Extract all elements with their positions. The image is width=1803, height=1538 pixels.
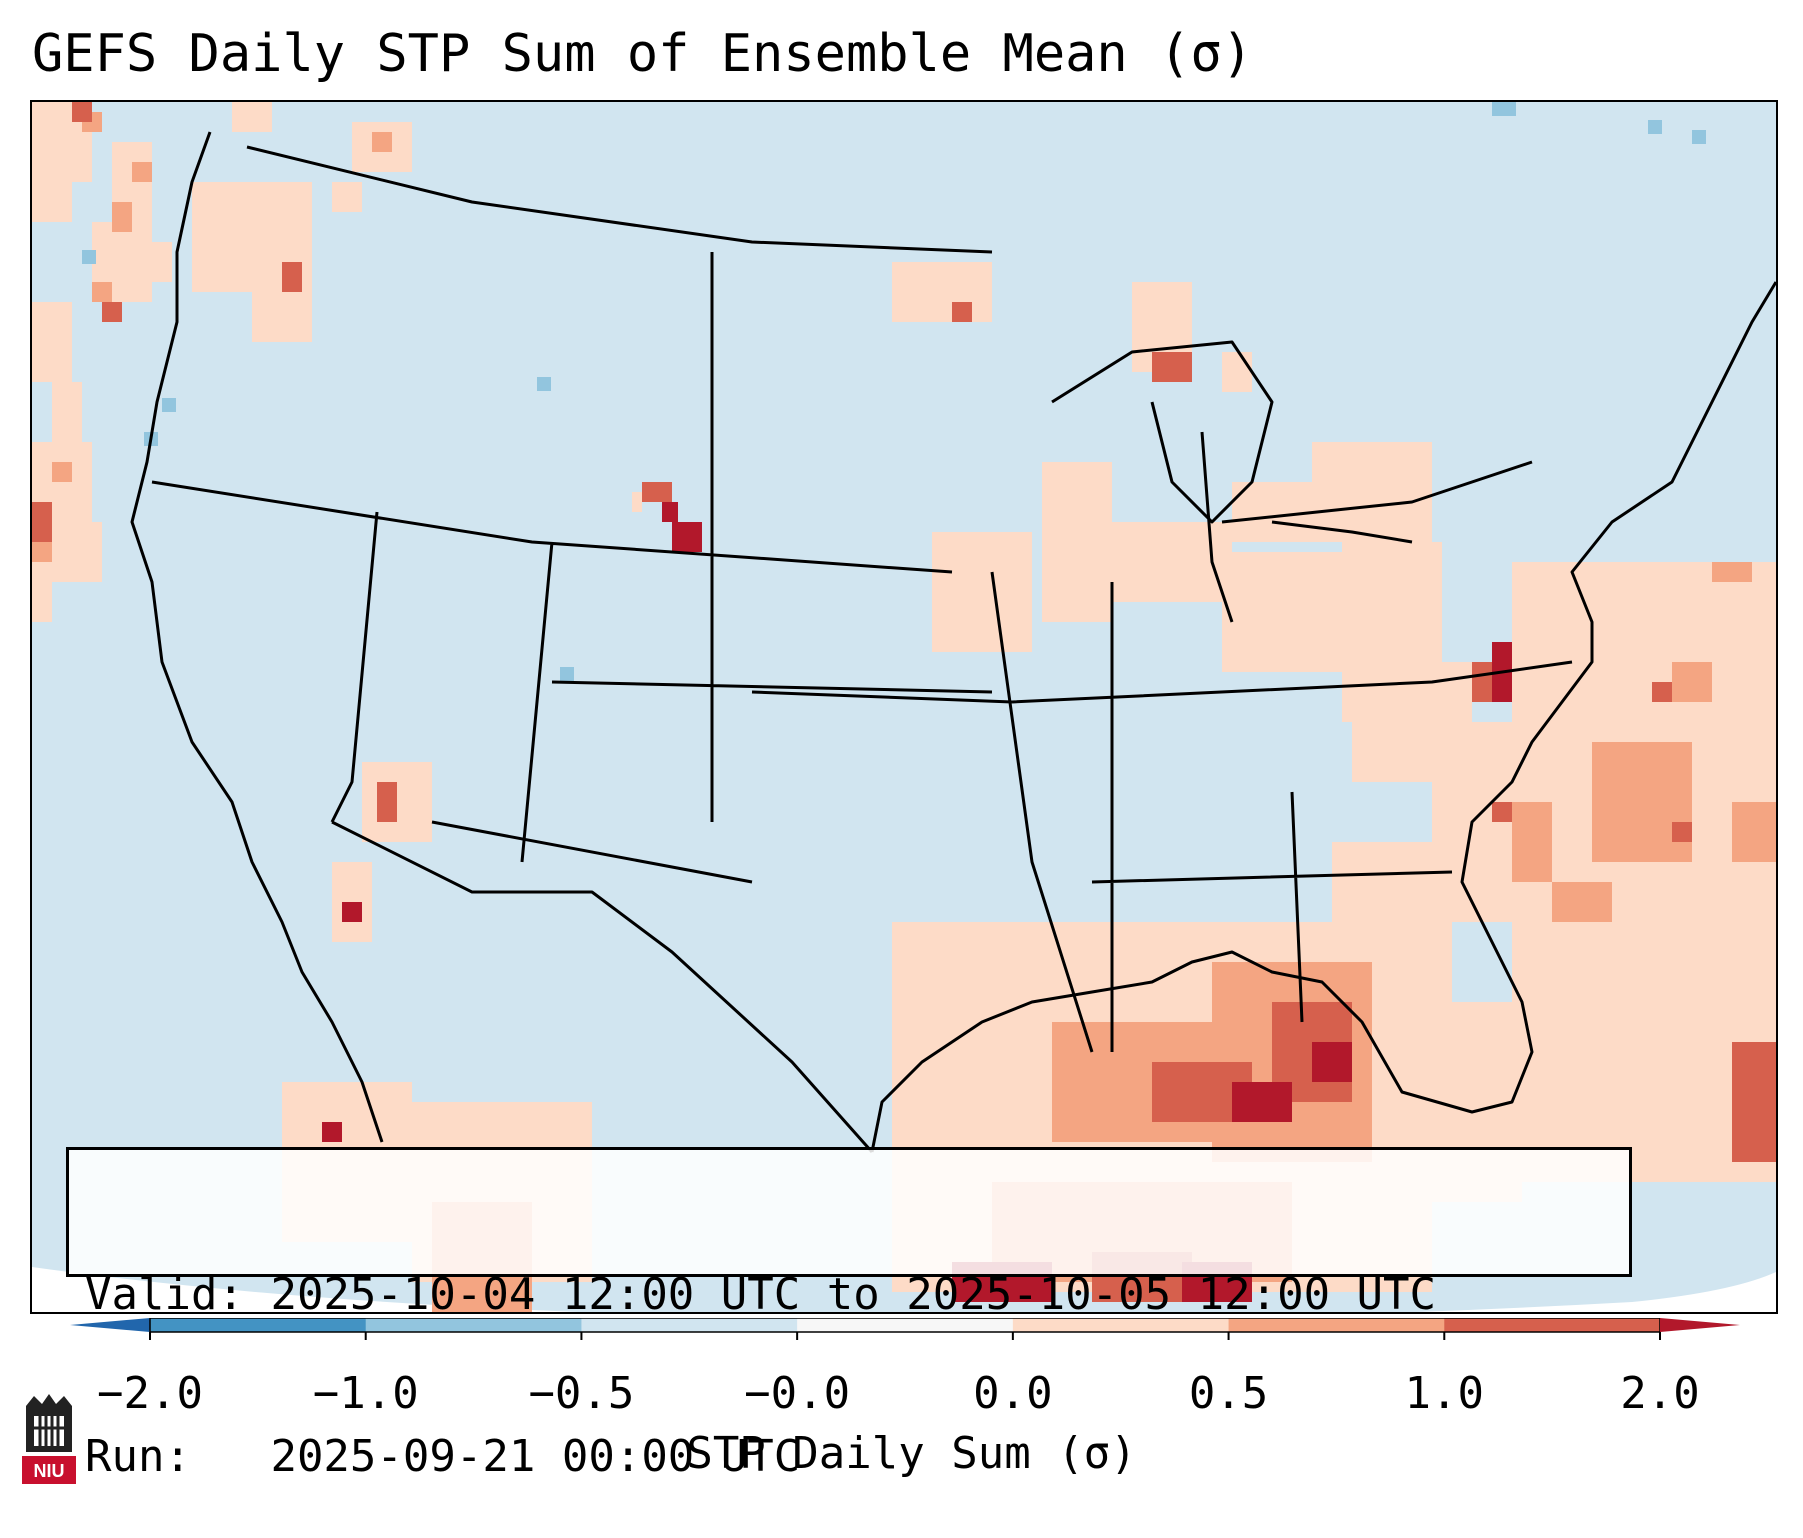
colorbar-segment [150,1318,367,1332]
colorbar-segments [149,1318,1661,1333]
valid-run-box: Valid: 2025-10-04 12:00 UTC to 2025-10-0… [66,1147,1632,1482]
colorbar-tick-label: −2.0 [97,1368,203,1419]
virginia-strong-cell [1472,662,1492,702]
map-title: GEFS Daily STP Sum of Ensemble Mean (σ) [32,24,1253,84]
colorbar-tick-label: 0.5 [1188,1368,1269,1419]
stp-map [32,102,1776,1312]
great-lakes-outline [1051,340,1413,623]
run-label: Run: [85,1431,191,1482]
valid-value: 2025-10-04 12:00 UTC to 2025-10-05 12:00… [270,1269,1437,1320]
southwest-anomaly-cells [332,762,432,942]
colorbar-ticks [149,1332,1661,1340]
valid-line: Valid: 2025-10-04 12:00 UTC to 2025-10-0… [85,1268,1629,1322]
michigan-strong-cell [1152,352,1192,382]
colorbar-tick-label: −1.0 [312,1368,419,1419]
pnw-anomaly-cells [192,102,412,342]
colorbar-tick-label: 2.0 [1620,1368,1700,1419]
colorbar-segment [365,1318,582,1332]
colorado-anomaly-cells [632,482,702,552]
colorbar-tick-label: −0.5 [528,1368,635,1419]
colorbar-segment [797,1318,1014,1332]
colorbar-segment [1228,1318,1445,1332]
colorbar [70,1318,1740,1340]
boundaries [130,131,1776,1153]
colorbar-extend-low [70,1318,150,1332]
niu-logo-icon: NIU [20,1392,78,1488]
colorbar-segment [1444,1318,1661,1332]
colorbar-tick-label: 0.0 [973,1368,1053,1419]
colorbar-segment [1012,1318,1230,1332]
atlantic-medium-cells [1512,562,1776,922]
colorbar-tick-label: 1.0 [1404,1368,1485,1419]
state-lines-east [990,460,1573,1053]
gulf-coastline [870,281,1776,1153]
colorbar-segment [581,1318,798,1332]
valid-label: Valid: [85,1269,244,1320]
minnesota-strong-cell [952,302,972,322]
pacific-strong-cells [32,102,122,542]
colorbar-extend-high [1660,1318,1740,1332]
west-coastline [130,131,384,1143]
colorbar-tick-label: −0.0 [744,1368,851,1419]
run-line: Run: 2025-09-21 00:00 UTC [85,1430,1629,1484]
state-lines-west [151,252,1013,884]
map-panel [30,100,1778,1314]
mexico-border [331,820,874,1153]
run-value: 2025-09-21 00:00 UTC [270,1431,801,1482]
atlantic-strong-cells [1492,682,1776,1162]
canada-border [246,145,993,254]
niu-logo-text: NIU [34,1461,65,1481]
colorbar-label: STP Daily Sum (σ) [686,1428,1137,1479]
